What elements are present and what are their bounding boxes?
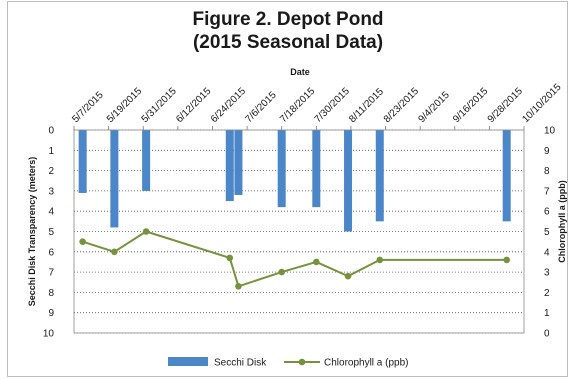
x-axis-title: Date [290, 67, 310, 77]
secchi-bar [277, 130, 286, 208]
x-tick-label: 8/11/2015 [347, 86, 386, 125]
chlorophyll-point [226, 254, 234, 262]
x-tick-label: 9/16/2015 [451, 86, 491, 126]
y-right-axis-title: Chlorophyll a (ppb) [557, 180, 567, 263]
chlorophyll-line [82, 230, 507, 288]
x-tick-label: 10/10/2015 [520, 82, 563, 125]
x-tick-label: 5/7/2015 [70, 90, 106, 126]
legend-swatch-secchi [168, 357, 208, 366]
chlorophyll-point [344, 272, 352, 280]
y-right-tick-label: 2 [544, 288, 550, 299]
chlorophyll-point [142, 228, 150, 235]
y-right-tick-label: 1 [544, 308, 550, 319]
secchi-bar [502, 130, 511, 222]
secchi-bar [375, 130, 384, 222]
chlorophyll-point [376, 256, 384, 264]
legend-marker-chlorophyll [298, 358, 306, 366]
legend-label-secchi: Secchi Disk [214, 358, 267, 369]
y-right-tick-label: 7 [544, 186, 550, 197]
x-tick-label: 5/19/2015 [105, 86, 145, 126]
chart-title-block: Figure 2. Depot Pond (2015 Seasonal Data… [0, 8, 576, 54]
x-tick-label: 7/18/2015 [278, 86, 318, 126]
secchi-bar [110, 130, 119, 228]
chlorophyll-point [278, 268, 285, 276]
secchi-bar [312, 130, 321, 208]
x-tick-label: 5/31/2015 [140, 86, 180, 126]
secchi-bar [234, 130, 243, 195]
chlorophyll-point [503, 256, 510, 264]
chart-frame [7, 1, 568, 377]
chart-subtitle: (2015 Seasonal Data) [192, 32, 384, 53]
secchi-bar [225, 130, 234, 202]
x-tick-label: 9/4/2015 [416, 90, 452, 126]
chlorophyll-point [313, 258, 320, 266]
x-tick-label: 7/6/2015 [243, 90, 279, 126]
y-left-tick-label: 4 [48, 207, 54, 218]
y-left-tick-label: 6 [48, 247, 54, 258]
y-right-tick-label: 4 [544, 247, 550, 258]
y-right-tick-label: 5 [544, 227, 550, 238]
y-right-tick-label: 0 [544, 329, 550, 340]
x-tick-label: 9/28/2015 [486, 86, 526, 126]
y-left-tick-label: 5 [48, 227, 54, 238]
x-tick-label: 6/24/2015 [209, 86, 249, 126]
secchi-bar [344, 130, 353, 232]
y-right-tick-label: 8 [544, 166, 550, 177]
y-right-tick-label: 3 [544, 268, 550, 279]
y-left-tick-label: 2 [48, 166, 54, 177]
y-right-tick-label: 6 [544, 207, 550, 218]
x-tick-label: 7/30/2015 [313, 86, 353, 126]
plot-area-border [73, 129, 525, 334]
chlorophyll-point [235, 283, 242, 290]
legend-label-chlorophyll: Chlorophyll a (ppb) [324, 358, 409, 369]
y-left-tick-label: 8 [48, 288, 54, 299]
y-left-tick-label: 0 [48, 126, 54, 137]
secchi-bar [142, 130, 151, 191]
y-right-tick-label: 10 [544, 126, 556, 137]
y-right-tick-label: 9 [544, 146, 550, 157]
x-tick-label: 6/12/2015 [174, 86, 214, 126]
chart-title: Figure 2. Depot Pond [192, 9, 384, 30]
x-tick-label: 8/23/2015 [382, 86, 422, 126]
secchi-bar [78, 130, 87, 193]
y-left-tick-label: 10 [43, 329, 55, 340]
y-left-tick-label: 9 [48, 308, 54, 319]
y-left-tick-label: 7 [48, 268, 54, 279]
chlorophyll-point [79, 238, 86, 245]
chlorophyll-point [111, 248, 118, 256]
y-left-tick-label: 1 [48, 146, 54, 157]
y-left-tick-label: 3 [48, 186, 54, 197]
y-left-axis-title: Secchi Disk Transparency (meters) [27, 157, 37, 307]
